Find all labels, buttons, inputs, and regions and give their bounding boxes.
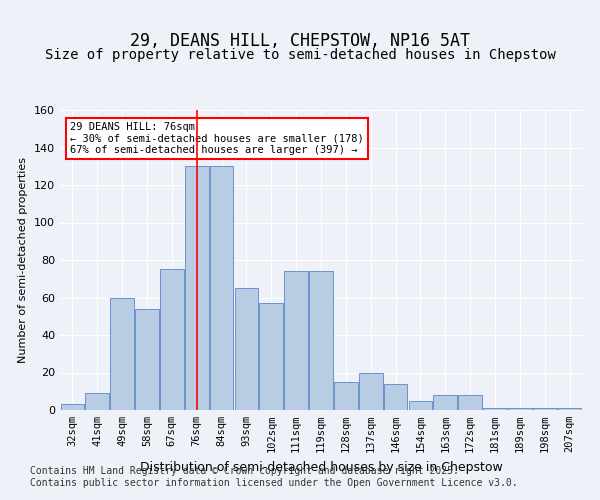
Bar [160,270,184,410]
Bar [185,166,209,410]
Bar [533,408,557,410]
Bar [334,382,358,410]
Bar [135,308,159,410]
Bar [284,271,308,410]
Bar [359,372,383,410]
Bar [508,408,532,410]
Bar [110,298,134,410]
Bar [558,408,581,410]
Bar [85,393,109,410]
Bar [235,288,258,410]
Text: Size of property relative to semi-detached houses in Chepstow: Size of property relative to semi-detach… [44,48,556,62]
Bar [210,166,233,410]
Text: 29, DEANS HILL, CHEPSTOW, NP16 5AT: 29, DEANS HILL, CHEPSTOW, NP16 5AT [130,32,470,50]
Text: Contains HM Land Registry data © Crown copyright and database right 2025.
Contai: Contains HM Land Registry data © Crown c… [30,466,518,487]
Bar [458,395,482,410]
Text: 29 DEANS HILL: 76sqm
← 30% of semi-detached houses are smaller (178)
67% of semi: 29 DEANS HILL: 76sqm ← 30% of semi-detac… [70,122,364,155]
Bar [259,303,283,410]
Bar [61,404,84,410]
Bar [433,395,457,410]
Bar [483,408,507,410]
Bar [409,400,432,410]
Bar [309,271,333,410]
Bar [384,384,407,410]
Y-axis label: Number of semi-detached properties: Number of semi-detached properties [19,157,28,363]
X-axis label: Distribution of semi-detached houses by size in Chepstow: Distribution of semi-detached houses by … [140,460,502,473]
